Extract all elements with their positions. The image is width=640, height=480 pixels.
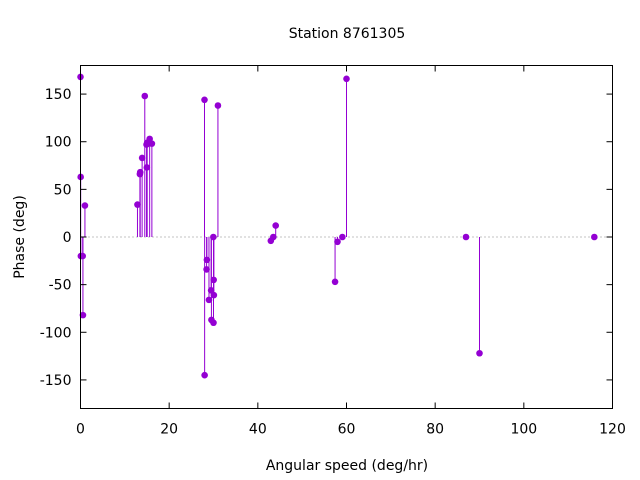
data-point-9	[138, 154, 146, 162]
y-tick-label: 0	[63, 230, 72, 246]
data-point-4	[79, 311, 87, 319]
x-tick-label: 120	[599, 422, 626, 438]
data-point-8	[136, 168, 144, 176]
data-point-5	[81, 202, 89, 209]
x-tick-label: 40	[249, 422, 267, 438]
y-tick-label: -150	[40, 373, 72, 389]
x-axis-label: Angular speed (deg/hr)	[266, 458, 428, 474]
data-point-6	[134, 201, 141, 208]
chart-title: Station 8761305	[289, 26, 406, 42]
data-point-27	[214, 102, 222, 109]
data-point-36	[476, 349, 483, 357]
y-axis-label: Phase (deg)	[12, 195, 28, 279]
data-point-26	[210, 291, 218, 299]
y-tick-label: 150	[45, 87, 72, 103]
data-point-23	[210, 233, 217, 241]
data-point-15	[148, 140, 156, 147]
data-point-29	[269, 233, 277, 241]
data-point-19	[203, 256, 211, 264]
data-point-37	[591, 233, 598, 241]
plot-area	[77, 73, 613, 379]
x-tick-label: 100	[510, 422, 537, 438]
data-point-17	[201, 371, 208, 379]
data-point-3	[79, 252, 87, 260]
data-point-25	[210, 276, 217, 284]
data-point-12	[143, 164, 151, 171]
x-tick-label: 20	[160, 422, 178, 438]
data-point-31	[331, 278, 339, 286]
x-tick-label: 80	[426, 422, 444, 438]
data-point-20	[205, 296, 213, 304]
data-point-32	[334, 238, 341, 246]
x-axis: 0 20 40 60 80 100 120	[76, 65, 626, 438]
data-point-24	[210, 319, 217, 327]
y-tick-label: 50	[54, 182, 72, 198]
x-tick-label: 0	[76, 422, 85, 438]
data-point-30	[272, 222, 279, 229]
data-point-33	[339, 233, 346, 241]
data-point-10	[141, 92, 149, 100]
data-point-16	[201, 96, 208, 104]
y-tick-label: -50	[49, 278, 72, 294]
x-tick-label: 60	[338, 422, 356, 438]
y-tick-label: -100	[40, 325, 72, 341]
data-point-18	[203, 266, 210, 273]
data-point-35	[462, 233, 470, 241]
y-tick-label: 100	[45, 135, 72, 151]
y-axis: -150 -100 -50 0 50 100 150	[40, 87, 613, 389]
data-point-34	[343, 75, 350, 83]
data-point-21	[207, 287, 215, 294]
